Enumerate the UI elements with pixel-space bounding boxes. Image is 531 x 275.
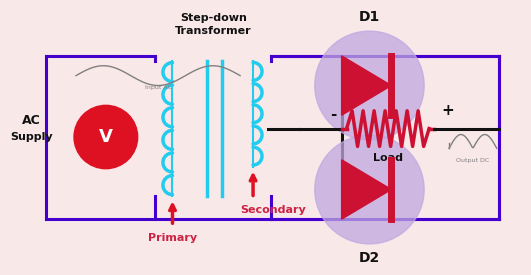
Polygon shape	[341, 56, 391, 115]
Text: AC: AC	[22, 114, 40, 127]
Text: Supply: Supply	[10, 132, 53, 142]
Text: Output DC: Output DC	[456, 158, 490, 163]
Text: Secondary: Secondary	[240, 205, 306, 215]
Text: Load: Load	[373, 153, 403, 163]
Text: D1: D1	[359, 10, 380, 24]
Text: +: +	[442, 103, 455, 118]
Text: D2: D2	[359, 251, 380, 265]
Polygon shape	[341, 160, 391, 219]
Text: -: -	[330, 107, 337, 122]
Text: Primary: Primary	[148, 233, 197, 243]
Circle shape	[315, 31, 424, 140]
Text: Step-down: Step-down	[180, 13, 247, 23]
Circle shape	[74, 105, 138, 169]
Text: Transformer: Transformer	[175, 26, 252, 36]
Circle shape	[315, 135, 424, 244]
Text: Input AC: Input AC	[145, 85, 172, 90]
Text: V: V	[99, 128, 113, 146]
